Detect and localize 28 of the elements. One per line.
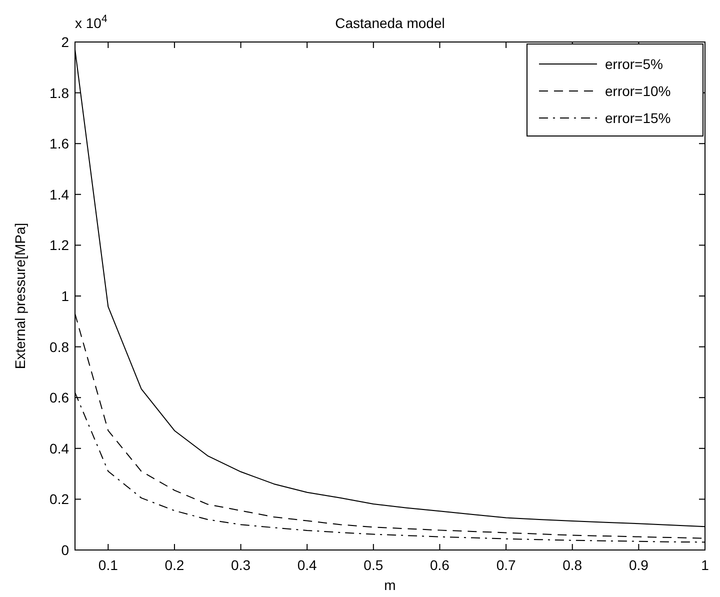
x-tick-label: 0.4 (297, 557, 318, 573)
y-tick-label: 1.8 (50, 84, 70, 101)
y-tick-label: 0.8 (50, 338, 70, 355)
y-tick-label: 1.4 (50, 186, 70, 202)
x-tick-label: 1 (701, 557, 710, 573)
x-axis-title: m (384, 577, 396, 593)
y-axis-title: External pressure[MPa] (12, 222, 28, 370)
y-tick-label: 1.2 (50, 237, 70, 254)
text: x 10$^{4}$ (75, 13, 108, 31)
y-tick-label: 0.6 (50, 390, 70, 406)
x-tick-label: 0.6 (430, 557, 450, 573)
y-tick-label: 0 (61, 542, 70, 558)
x-tick-label: 0.2 (164, 557, 184, 573)
y-tick-label: 1.6 (50, 136, 70, 152)
legend-label: error=10% (605, 83, 671, 99)
y-tick-label: 1 (61, 288, 70, 304)
y-tick-label: 0.4 (50, 440, 70, 456)
y-tick-label: 2 (61, 34, 70, 50)
legend-label: error=5% (605, 56, 663, 72)
x-tick-label: 0.7 (496, 557, 516, 573)
x-tick-label: 0.8 (562, 557, 582, 573)
x-tick-label: 0.1 (98, 557, 118, 573)
chart-title: Castaneda model (335, 15, 445, 31)
x-tick-label: 0.3 (231, 557, 251, 573)
x-tick-label: 0.5 (364, 557, 384, 573)
y-tick-label: 0.2 (50, 491, 70, 508)
x-tick-label: 0.9 (628, 557, 649, 573)
legend-label: error=15% (605, 110, 671, 126)
